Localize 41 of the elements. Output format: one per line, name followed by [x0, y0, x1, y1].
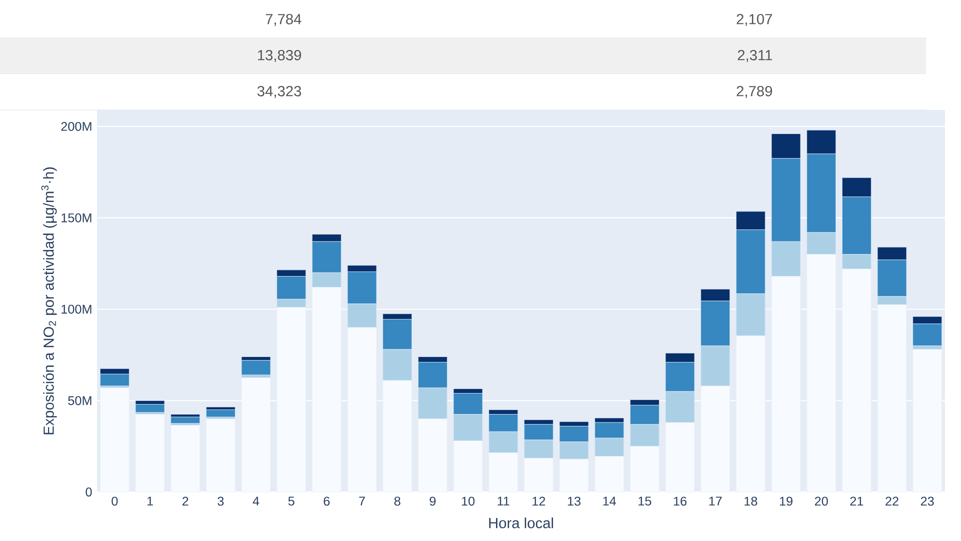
- x-tick-label: 8: [394, 496, 400, 506]
- bar: [170, 416, 200, 424]
- x-tick-label: 23: [920, 496, 934, 506]
- x-tick-label: 3: [218, 496, 224, 506]
- x-tick-label: 1: [147, 496, 153, 506]
- y-tick-label: 200M: [61, 122, 92, 131]
- y-axis-title: Exposición a NO$_{2}$ por actividad (µg/m$^{3}$·h): [41, 167, 57, 434]
- x-tick-label: 6: [324, 496, 330, 506]
- text: 34,323: [257, 86, 302, 98]
- x-tick-label: 7: [359, 496, 365, 506]
- text: 13,839: [258, 50, 302, 62]
- x-tick-label: 21: [850, 496, 864, 506]
- x-tick-label: 2: [182, 496, 188, 506]
- text: 2,107: [736, 14, 772, 26]
- x-tick-label: 12: [532, 496, 546, 506]
- x-tick-label: 22: [886, 496, 898, 506]
- x-tick-label: 10: [462, 496, 475, 506]
- x-tick-label: 14: [603, 496, 616, 506]
- x-tick-label: 9: [430, 496, 436, 506]
- bar: [241, 360, 271, 376]
- bar: [135, 404, 165, 413]
- y-tick-label: 150M: [62, 213, 92, 222]
- y-tick-label: 0: [86, 488, 92, 496]
- y-tick-label: 50M: [68, 396, 92, 406]
- x-tick-label: 17: [709, 496, 722, 506]
- x-tick-label: 5: [288, 496, 294, 506]
- x-tick-label: 0: [112, 496, 118, 506]
- x-tick-label: 18: [744, 496, 758, 506]
- x-tick-label: 16: [674, 496, 686, 506]
- text: 7,784: [266, 14, 302, 26]
- x-tick-label: 13: [568, 496, 580, 506]
- x-axis-title: Hora local: [489, 518, 554, 528]
- x-tick-label: 20: [814, 496, 828, 506]
- text: 2,789: [736, 86, 772, 98]
- x-tick-label: 19: [780, 496, 792, 506]
- x-tick-label: 11: [498, 496, 510, 506]
- x-tick-label: 4: [252, 496, 260, 506]
- bar: [206, 410, 236, 418]
- text: 2,311: [738, 50, 772, 62]
- x-tick-label: 15: [638, 496, 652, 506]
- y-tick-label: 100M: [62, 304, 92, 314]
